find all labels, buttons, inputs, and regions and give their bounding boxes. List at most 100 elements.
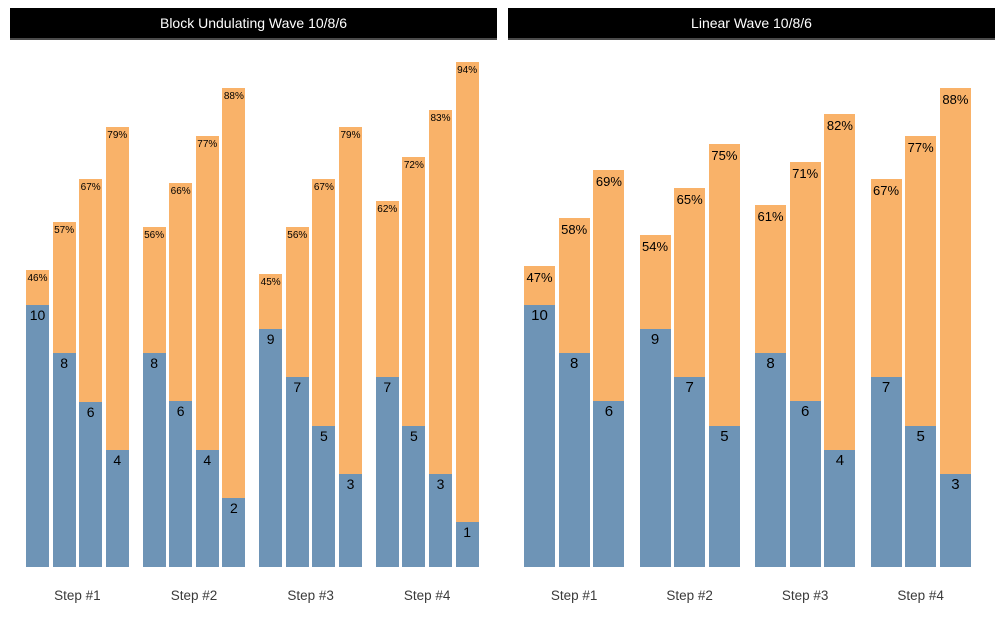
- reps-label: 3: [436, 475, 445, 492]
- pct-label: 77%: [197, 138, 218, 150]
- reps-segment: [402, 425, 426, 567]
- reps-label: 7: [293, 379, 302, 396]
- reps-segment: [259, 329, 283, 567]
- set-bar: 82% 4: [824, 114, 856, 567]
- chart-title: Linear Wave 10/8/6: [691, 15, 812, 31]
- reps-label: 10: [531, 307, 548, 325]
- set-bar: 77% 4: [195, 135, 219, 567]
- reps-segment: [524, 305, 555, 567]
- set-bar: 69% 6: [593, 170, 625, 567]
- x-axis-label: Step #2: [170, 588, 218, 603]
- set-bar: 62% 7: [375, 200, 399, 567]
- reps-label: 5: [409, 427, 418, 444]
- reps-label: 8: [570, 355, 579, 373]
- reps-label: 9: [266, 331, 275, 348]
- set-bar: 94% 1: [455, 62, 479, 567]
- pct-label: 61%: [757, 209, 784, 224]
- pct-label: 67%: [313, 182, 334, 193]
- reps-label: 5: [319, 427, 328, 444]
- reps-segment: [455, 522, 479, 567]
- reps-segment: [375, 377, 399, 567]
- reps-label: 6: [86, 403, 95, 420]
- set-bar: 57% 8: [52, 222, 76, 567]
- set-bar: 79% 3: [339, 127, 362, 567]
- reps-segment: [222, 497, 246, 567]
- reps-label: 7: [685, 379, 694, 397]
- reps-segment: [755, 353, 786, 567]
- pct-label: 79%: [340, 130, 361, 141]
- chart-panel-linear-wave: Linear Wave 10/8/6 47% 10 58% 8 69% 6 Step #1 5…: [508, 0, 995, 618]
- pct-label: 57%: [54, 225, 75, 237]
- chart-title: Block Undulating Wave 10/8/6: [159, 15, 348, 31]
- x-axis-label: Step #2: [666, 588, 713, 603]
- pct-label: 79%: [107, 130, 128, 141]
- reps-label: 3: [951, 475, 960, 493]
- reps-label: 3: [346, 475, 355, 492]
- reps-label: 8: [60, 355, 68, 372]
- set-bar: 75% 5: [708, 144, 740, 567]
- pct-label: 69%: [595, 174, 622, 190]
- reps-label: 5: [916, 427, 925, 445]
- reps-label: 10: [29, 307, 46, 324]
- pct-label: 46%: [27, 273, 48, 284]
- reps-label: 4: [835, 451, 845, 469]
- x-axis-label: Step #1: [550, 588, 598, 603]
- pct-label: 72%: [403, 160, 424, 172]
- plot-area: 47% 10 58% 8 69% 6 Step #1 54% 9 65% 7 75% 5 Step #2 6…: [508, 0, 995, 618]
- x-axis-label: Step #4: [897, 588, 944, 603]
- pct-label: 83%: [430, 112, 451, 124]
- reps-segment: [142, 353, 166, 567]
- reps-segment: [312, 425, 336, 567]
- set-bar: 46% 10: [26, 270, 49, 567]
- set-bar: 56% 7: [285, 226, 309, 567]
- set-bar: 47% 10: [524, 265, 555, 567]
- pct-label: 88%: [223, 91, 244, 102]
- reps-label: 7: [383, 379, 392, 396]
- reps-segment: [169, 401, 193, 567]
- set-bar: 79% 4: [105, 127, 129, 567]
- reps-segment: [105, 449, 129, 567]
- reps-segment: [195, 449, 219, 567]
- reps-segment: [789, 401, 821, 567]
- set-bar: 54% 9: [639, 235, 671, 567]
- reps-segment: [593, 401, 625, 567]
- pct-label: 65%: [676, 191, 703, 207]
- pct-label: 58%: [561, 222, 588, 237]
- pct-label: 82%: [826, 118, 853, 133]
- pct-label: 54%: [641, 239, 669, 255]
- reps-label: 6: [604, 403, 614, 421]
- reps-segment: [939, 473, 971, 567]
- reps-segment: [824, 449, 856, 567]
- set-bar: 67% 5: [312, 179, 336, 567]
- reps-label: 6: [176, 403, 185, 420]
- reps-label: 2: [229, 499, 238, 516]
- reps-label: 9: [650, 331, 660, 349]
- set-bar: 71% 6: [789, 161, 821, 567]
- reps-segment: [674, 377, 706, 567]
- reps-segment: [639, 329, 671, 567]
- reps-label: 6: [801, 403, 810, 421]
- set-bar: 45% 9: [259, 274, 283, 567]
- pct-label: 71%: [792, 165, 819, 181]
- reps-label: 7: [881, 379, 891, 397]
- reps-label: 1: [463, 524, 471, 540]
- pct-label: 66%: [170, 186, 191, 198]
- reps-segment: [905, 425, 937, 567]
- pct-label: 62%: [377, 203, 398, 215]
- reps-segment: [558, 353, 590, 567]
- pct-label: 56%: [144, 229, 165, 241]
- pct-label: 47%: [526, 269, 553, 285]
- pct-label: 75%: [711, 148, 738, 164]
- reps-segment: [708, 425, 740, 567]
- set-bar: 83% 3: [429, 109, 452, 567]
- reps-label: 8: [150, 355, 158, 372]
- set-bar: 88% 3: [939, 88, 971, 567]
- reps-label: 8: [766, 355, 775, 373]
- set-bar: 67% 7: [870, 179, 902, 567]
- reps-segment: [285, 377, 309, 567]
- chart-panel-block-undulating-wave: Block Undulating Wave 10/8/6 46% 10 57% 8 67…: [10, 0, 497, 618]
- set-bar: 56% 8: [142, 226, 166, 567]
- set-bar: 61% 8: [755, 205, 786, 567]
- reps-label: 4: [113, 451, 122, 468]
